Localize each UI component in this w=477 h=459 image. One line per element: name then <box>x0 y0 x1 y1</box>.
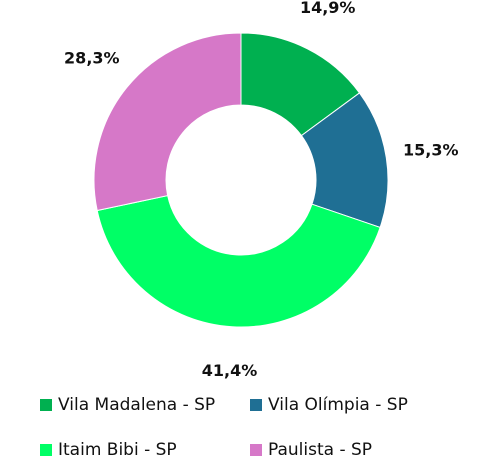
legend-label: Vila Olímpia - SP <box>268 395 408 415</box>
data-label: 41,4% <box>202 361 258 380</box>
legend-swatch <box>40 444 52 456</box>
legend-label: Vila Madalena - SP <box>58 395 215 415</box>
data-label: 14,9% <box>300 0 356 17</box>
donut-slice <box>93 32 242 212</box>
donut-slice <box>96 194 381 328</box>
data-label: 15,3% <box>403 140 459 159</box>
legend-swatch <box>250 444 262 456</box>
legend-swatch <box>40 399 52 411</box>
legend-label: Paulista - SP <box>268 440 372 459</box>
data-label: 28,3% <box>64 49 120 68</box>
legend-swatch <box>250 399 262 411</box>
legend-label: Itaim Bibi - SP <box>58 440 177 459</box>
